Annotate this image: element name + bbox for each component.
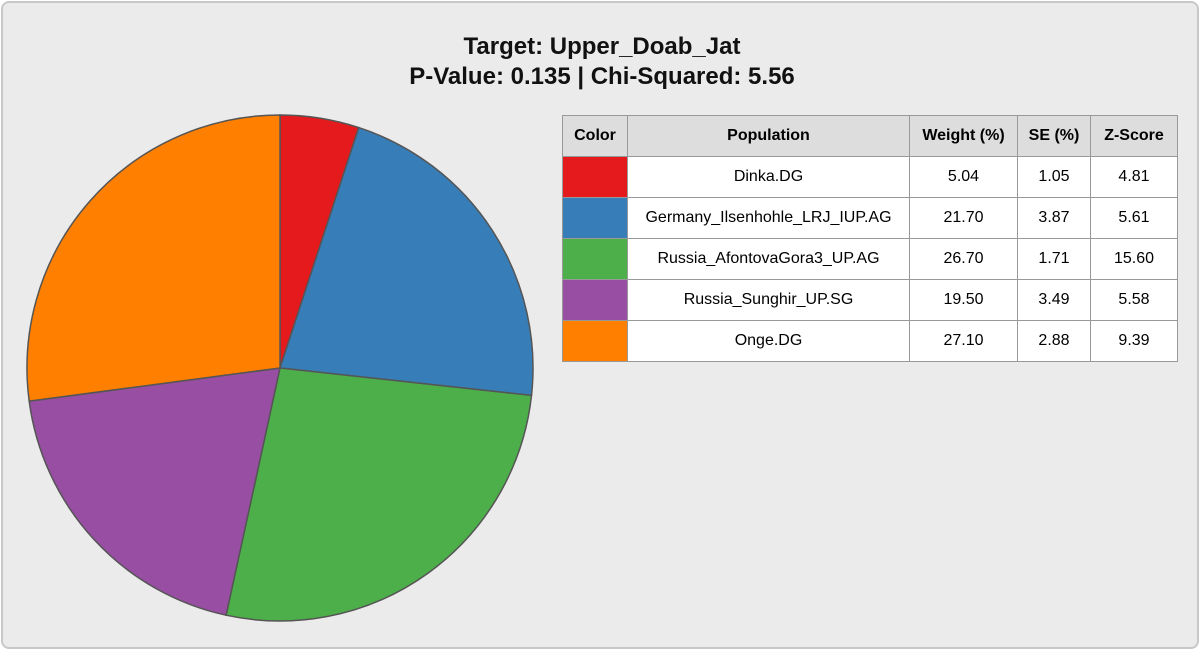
column-header: Population: [627, 115, 910, 157]
z-score-cell: 5.61: [1090, 197, 1178, 239]
weight-cell: 27.10: [909, 320, 1018, 362]
table-row: Russia_Sunghir_UP.SG 19.50 3.49 5.58: [562, 279, 1178, 321]
column-header: Color: [562, 115, 628, 157]
weight-cell: 21.70: [909, 197, 1018, 239]
population-cell: Russia_AfontovaGora3_UP.AG: [627, 238, 910, 280]
column-header: Weight (%): [909, 115, 1018, 157]
weight-cell: 5.04: [909, 156, 1018, 198]
weight-cell: 26.70: [909, 238, 1018, 280]
se-cell: 3.49: [1017, 279, 1091, 321]
se-cell: 1.05: [1017, 156, 1091, 198]
z-score-cell: 5.58: [1090, 279, 1178, 321]
pie-slice: [28, 367, 281, 617]
table-row: Russia_AfontovaGora3_UP.AG 26.70 1.71 15.60: [562, 238, 1178, 280]
z-score-cell: 9.39: [1090, 320, 1178, 362]
color-swatch: [562, 156, 628, 198]
chart-title: Target: Upper_Doab_Jat: [463, 33, 741, 60]
table-row: Dinka.DG 5.04 1.05 4.81: [562, 156, 1178, 198]
population-cell: Russia_Sunghir_UP.SG: [627, 279, 910, 321]
table-row: Germany_Ilsenhohle_LRJ_IUP.AG 21.70 3.87 5.…: [562, 197, 1178, 239]
column-header: SE (%): [1017, 115, 1091, 157]
header-row: Color Population Weight (%) SE (%) Z-Score: [562, 115, 1178, 157]
pie-slice: [278, 126, 534, 397]
color-swatch: [562, 197, 628, 239]
results-table: Color Population Weight (%) SE (%) Z-Score D…: [562, 115, 1178, 362]
table-body: Dinka.DG 5.04 1.05 4.81 Germany_Ilsenhohle_L…: [562, 156, 1178, 362]
z-score-cell: 4.81: [1090, 156, 1178, 198]
population-cell: Dinka.DG: [627, 156, 910, 198]
pie-slice: [26, 114, 281, 402]
population-cell: Onge.DG: [627, 320, 910, 362]
se-cell: 3.87: [1017, 197, 1091, 239]
column-header: Z-Score: [1090, 115, 1178, 157]
color-swatch: [562, 238, 628, 280]
pie-slice: [225, 367, 533, 622]
weight-cell: 19.50: [909, 279, 1018, 321]
color-swatch: [562, 320, 628, 362]
color-swatch: [562, 279, 628, 321]
se-cell: 2.88: [1017, 320, 1091, 362]
table-row: Onge.DG 27.10 2.88 9.39: [562, 320, 1178, 362]
population-cell: Germany_Ilsenhohle_LRJ_IUP.AG: [627, 197, 910, 239]
se-cell: 1.71: [1017, 238, 1091, 280]
z-score-cell: 15.60: [1090, 238, 1178, 280]
chart-subtitle: P-Value: 0.135 | Chi-Squared: 5.56: [409, 63, 795, 90]
